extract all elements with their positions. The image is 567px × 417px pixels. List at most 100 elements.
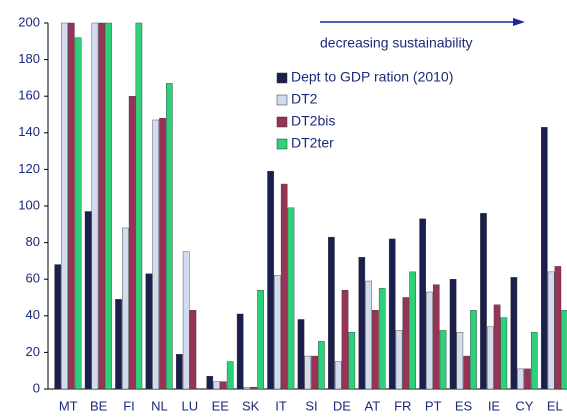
bar <box>159 117 166 390</box>
bar <box>287 207 295 390</box>
legend-label: DT2bis <box>291 113 335 129</box>
x-tick-label: IT <box>275 398 287 413</box>
x-tick-label: FR <box>394 398 411 413</box>
bar <box>61 22 68 390</box>
bar <box>84 211 92 390</box>
bar <box>297 319 305 390</box>
annotation-arrowhead <box>513 18 525 26</box>
x-tick-label: EL <box>547 398 563 413</box>
bar <box>409 271 416 390</box>
bar <box>68 22 75 390</box>
bar <box>236 313 244 390</box>
bar <box>176 354 183 390</box>
x-tick-label: SK <box>242 398 260 413</box>
bar <box>419 218 426 390</box>
y-tick-label: 200 <box>18 14 40 29</box>
x-tick-label: LU <box>182 398 199 413</box>
bar <box>456 332 464 390</box>
bar <box>115 299 122 390</box>
x-tick-label: CY <box>515 398 533 413</box>
bar <box>470 310 477 390</box>
y-tick-label: 0 <box>33 380 40 395</box>
bar <box>135 22 143 390</box>
bar <box>267 171 274 390</box>
y-tick-label: 80 <box>26 234 40 249</box>
bar <box>280 183 288 390</box>
bar <box>372 310 379 390</box>
bar <box>328 236 335 390</box>
legend-label: Dept to GDP ration (2010) <box>291 69 453 85</box>
bar <box>122 227 129 390</box>
bar <box>304 355 312 390</box>
bar <box>402 297 410 390</box>
bar <box>91 22 99 390</box>
bar <box>358 257 366 390</box>
bar <box>348 332 356 390</box>
bar <box>206 375 214 390</box>
y-tick-label: 40 <box>26 307 40 322</box>
legend-swatch <box>276 116 288 128</box>
bar <box>257 289 264 390</box>
bar <box>517 368 524 390</box>
y-tick-label: 20 <box>26 344 40 359</box>
annotation: decreasing sustainability <box>320 35 473 51</box>
bar <box>493 304 501 390</box>
bar <box>561 310 567 390</box>
bar <box>311 355 318 390</box>
y-tick-label: 160 <box>18 88 40 103</box>
bar <box>463 355 470 390</box>
bar <box>213 381 220 390</box>
legend-label: DT2 <box>291 91 318 107</box>
y-tick-label: 60 <box>26 271 40 286</box>
x-tick-label: MT <box>59 398 78 413</box>
bar <box>388 238 396 390</box>
bar <box>166 83 173 390</box>
bar <box>74 37 82 390</box>
bar <box>486 326 494 390</box>
x-tick-label: NL <box>151 398 168 413</box>
x-tick-label: SI <box>305 398 317 413</box>
bar <box>449 279 457 390</box>
x-tick-label: IE <box>488 398 501 413</box>
bar <box>341 289 349 390</box>
x-tick-label: BE <box>90 398 108 413</box>
bar <box>274 275 281 390</box>
bar <box>182 251 190 390</box>
bar <box>145 273 153 390</box>
x-tick-label: DE <box>333 398 351 413</box>
legend-swatch <box>276 72 288 84</box>
bar <box>426 291 433 390</box>
bar <box>395 330 403 390</box>
bar <box>243 386 251 390</box>
bar <box>540 127 548 390</box>
bar <box>189 310 197 390</box>
bar <box>530 332 538 390</box>
bar <box>128 95 136 390</box>
x-tick-label: EE <box>212 398 230 413</box>
x-tick-label: AT <box>364 398 380 413</box>
bar <box>510 277 518 390</box>
bar <box>439 330 447 390</box>
legend-swatch <box>276 138 288 150</box>
bar <box>220 381 227 390</box>
bar <box>500 317 508 390</box>
bar <box>226 361 234 390</box>
bar <box>250 386 258 390</box>
bar <box>105 22 112 390</box>
x-tick-label: ES <box>455 398 473 413</box>
x-tick-label: PT <box>425 398 442 413</box>
bar <box>432 284 440 390</box>
x-tick-label: FI <box>123 398 135 413</box>
legend-label: DT2ter <box>291 135 334 151</box>
bar <box>334 361 342 390</box>
bar <box>98 22 106 390</box>
y-tick-label: 100 <box>18 197 40 212</box>
bar <box>480 213 487 390</box>
y-tick-label: 120 <box>18 161 40 176</box>
bar <box>547 271 555 390</box>
y-tick-label: 180 <box>18 51 40 66</box>
legend-swatch <box>276 94 288 106</box>
bar <box>54 264 62 390</box>
bar <box>378 288 386 390</box>
